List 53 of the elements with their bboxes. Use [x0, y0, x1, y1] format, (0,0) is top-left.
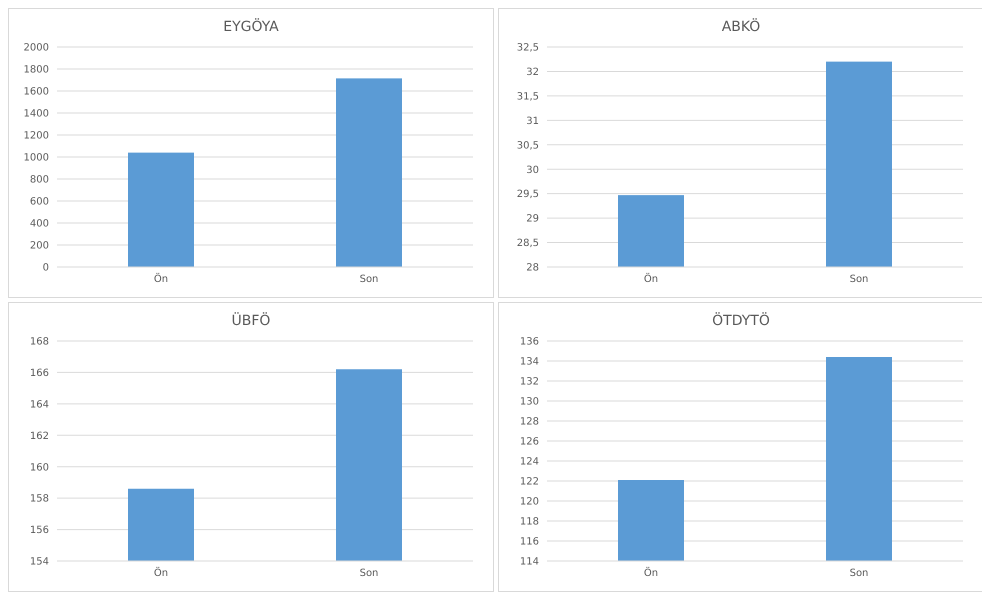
y-tick-label: 0	[42, 262, 49, 274]
chart-title: ABKÖ	[720, 19, 762, 37]
chart-title: ÖTDYTÖ	[711, 313, 771, 331]
y-tick-label: 154	[30, 556, 49, 568]
y-tick-label: 128	[520, 416, 539, 428]
y-tick-label: 29	[526, 214, 539, 225]
y-tick-label: 162	[30, 430, 49, 442]
y-tick-label: 124	[520, 456, 539, 468]
x-tick-label: Ön	[154, 272, 168, 286]
y-tick-label: 1000	[24, 152, 49, 164]
x-tick-label: Son	[850, 274, 868, 286]
y-tick-label: 122	[520, 476, 539, 488]
y-tick-label: 32,5	[516, 42, 539, 54]
y-tick-label: 31,5	[516, 91, 539, 102]
x-tick-label: Son	[360, 274, 378, 286]
y-tick-label: 156	[30, 525, 49, 536]
y-tick-label: 600	[30, 196, 49, 208]
y-tick-label: 1600	[24, 86, 49, 98]
y-tick-label: 166	[30, 368, 49, 379]
y-tick-label: 118	[520, 516, 539, 528]
y-tick-label: 200	[30, 240, 49, 252]
chart-title: EYGÖYA	[222, 19, 280, 37]
x-tick-label: Ön	[154, 566, 168, 580]
y-tick-label: 132	[520, 376, 539, 388]
chart-title: ÜBFÖ	[230, 313, 272, 331]
y-tick-label: 136	[520, 336, 539, 348]
y-tick-label: 164	[30, 399, 49, 410]
y-tick-label: 168	[30, 336, 49, 348]
y-tick-label: 130	[520, 396, 539, 408]
y-tick-label: 28,5	[516, 238, 539, 250]
y-tick-label: 31	[526, 116, 539, 127]
y-tick-label: 158	[30, 494, 49, 505]
y-tick-label: 114	[520, 556, 539, 568]
y-tick-label: 29,5	[516, 189, 539, 200]
y-tick-label: 126	[520, 436, 539, 448]
y-tick-label: 1800	[24, 64, 49, 76]
y-tick-label: 32	[526, 66, 539, 78]
y-tick-label: 120	[520, 496, 539, 508]
y-tick-label: 30,5	[516, 140, 539, 152]
y-tick-label: 28	[526, 262, 539, 274]
y-tick-label: 400	[30, 218, 49, 230]
y-tick-label: 134	[520, 356, 539, 368]
x-tick-label: Ön	[644, 566, 658, 580]
x-tick-label: Son	[850, 568, 868, 580]
y-tick-label: 160	[30, 462, 49, 474]
x-tick-label: Ön	[644, 272, 658, 286]
y-tick-label: 1200	[24, 130, 49, 142]
y-tick-label: 2000	[24, 42, 49, 54]
x-tick-label: Son	[360, 568, 378, 580]
y-tick-label: 116	[520, 536, 539, 548]
y-tick-label: 30	[526, 164, 539, 176]
y-tick-label: 1400	[24, 108, 49, 120]
y-tick-label: 800	[30, 174, 49, 186]
